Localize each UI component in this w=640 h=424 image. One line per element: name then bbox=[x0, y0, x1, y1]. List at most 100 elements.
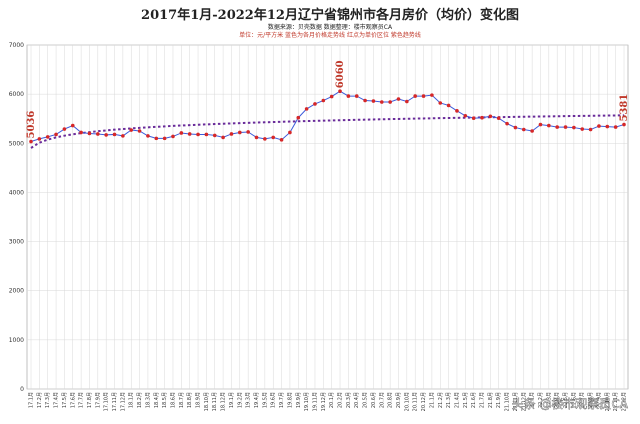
x-tick-label: 18.4月 bbox=[154, 392, 160, 408]
y-axis: 0 1000 2000 3000 4000 5000 6000 7000 bbox=[9, 42, 24, 393]
x-tick-label: 21.12月 bbox=[521, 392, 527, 411]
x-tick-label: 19.4月 bbox=[254, 392, 260, 408]
x-tick-label: 18.9月 bbox=[196, 392, 202, 408]
data-point bbox=[54, 132, 58, 137]
x-tick-label: 22.5月 bbox=[563, 392, 569, 408]
y-tick-label: 7000 bbox=[9, 42, 24, 49]
x-tick-label: 19.11月 bbox=[312, 392, 318, 411]
x-tick-label: 22.9月 bbox=[596, 392, 602, 408]
x-tick-label: 18.10月 bbox=[204, 392, 210, 411]
x-tick-label: 18.3月 bbox=[145, 392, 151, 408]
x-tick-label: 20.5月 bbox=[363, 392, 369, 408]
data-point bbox=[87, 131, 92, 136]
data-point bbox=[204, 132, 209, 137]
x-tick-label: 20.2月 bbox=[338, 392, 344, 408]
data-point bbox=[438, 101, 443, 105]
data-point bbox=[622, 122, 626, 127]
plot-area: 5036 6060 5381 bbox=[26, 60, 630, 149]
data-point bbox=[405, 99, 409, 104]
y-tick-label: 4000 bbox=[9, 189, 24, 196]
x-tick-label: 22.4月 bbox=[555, 392, 561, 408]
x-tick-label: 17.4月 bbox=[54, 392, 60, 408]
data-point bbox=[121, 134, 125, 138]
data-point bbox=[263, 137, 267, 141]
data-point bbox=[463, 113, 468, 118]
x-tick-label: 20.4月 bbox=[354, 392, 360, 408]
x-tick-label: 20.9月 bbox=[396, 392, 402, 408]
x-tick-label: 21.2月 bbox=[438, 392, 444, 408]
x-tick-label: 21.9月 bbox=[496, 392, 502, 408]
x-tick-label: 20.12月 bbox=[421, 392, 427, 411]
x-tick-label: 19.8月 bbox=[287, 392, 293, 408]
data-point bbox=[62, 127, 67, 131]
x-tick-label: 19.7月 bbox=[279, 392, 285, 408]
y-tick-label: 1000 bbox=[9, 337, 24, 344]
data-point bbox=[613, 125, 618, 129]
data-point bbox=[471, 116, 476, 121]
x-tick-label: 21.1月 bbox=[429, 392, 435, 408]
data-point bbox=[597, 124, 601, 128]
data-point bbox=[79, 130, 83, 135]
data-point bbox=[288, 130, 292, 135]
x-tick-label: 17.9月 bbox=[95, 392, 101, 408]
data-point bbox=[455, 109, 459, 113]
x-tick-label: 21.10月 bbox=[505, 392, 511, 411]
data-point bbox=[129, 128, 134, 132]
plot-frame bbox=[26, 44, 629, 390]
x-tick-label: 19.1月 bbox=[229, 392, 235, 408]
data-point bbox=[530, 129, 534, 133]
x-tick-label: 19.3月 bbox=[246, 392, 252, 408]
x-tick-label: 17.10月 bbox=[104, 392, 110, 411]
x-tick-label: 19.6月 bbox=[271, 392, 277, 408]
x-tick-label: 22.2月 bbox=[538, 392, 544, 408]
data-point bbox=[547, 123, 551, 128]
x-tick-label: 18.7月 bbox=[179, 392, 185, 408]
x-tick-label: 17.7月 bbox=[79, 392, 85, 408]
x-tick-label: 18.2月 bbox=[137, 392, 143, 408]
x-tick-label: 22.8月 bbox=[588, 392, 594, 408]
data-point bbox=[396, 97, 401, 101]
x-tick-label: 18.6月 bbox=[170, 392, 176, 408]
x-tick-label: 19.5月 bbox=[262, 392, 268, 408]
data-point bbox=[413, 94, 417, 98]
x-tick-label: 20.1月 bbox=[329, 392, 335, 408]
data-point bbox=[605, 124, 610, 129]
x-tick-label: 18.12月 bbox=[221, 392, 227, 411]
y-tick-label: 2000 bbox=[9, 288, 24, 295]
data-point bbox=[37, 137, 42, 141]
data-point bbox=[338, 89, 342, 93]
data-point bbox=[588, 127, 593, 132]
data-point bbox=[70, 123, 75, 128]
data-point bbox=[346, 94, 351, 98]
data-point bbox=[421, 94, 426, 98]
data-point bbox=[488, 114, 493, 119]
chart-title: 2017年1月-2022年12月辽宁省锦州市各月房价（均价）变化图 bbox=[141, 7, 519, 23]
x-tick-label: 22.7月 bbox=[580, 392, 586, 408]
x-tick-label: 17.12月 bbox=[120, 392, 126, 411]
x-tick-label: 22.1月 bbox=[530, 392, 536, 408]
data-point bbox=[112, 132, 117, 137]
x-tick-label: 17.2月 bbox=[37, 392, 43, 408]
data-point bbox=[29, 139, 33, 144]
grid-lines bbox=[26, 44, 629, 390]
data-point bbox=[296, 115, 301, 120]
data-point bbox=[505, 121, 509, 126]
x-tick-label: 18.11月 bbox=[212, 392, 218, 411]
watermark: 头条 @楼市观察员CA bbox=[512, 396, 629, 411]
x-tick-label: 20.7月 bbox=[379, 392, 385, 408]
data-point bbox=[430, 93, 434, 97]
y-tick-label: 5000 bbox=[9, 140, 24, 147]
x-tick-label: 21.4月 bbox=[454, 392, 460, 408]
data-point bbox=[221, 135, 225, 140]
x-tick-label: 21.3月 bbox=[446, 392, 452, 408]
data-point bbox=[321, 98, 326, 103]
x-tick-label: 18.1月 bbox=[129, 392, 135, 408]
data-point bbox=[137, 129, 142, 133]
x-tick-label: 20.10月 bbox=[404, 392, 410, 411]
x-tick-label: 17.1月 bbox=[29, 392, 35, 408]
data-point bbox=[572, 125, 576, 130]
x-tick-label: 20.11月 bbox=[413, 392, 419, 411]
x-tick-label: 20.8月 bbox=[388, 392, 394, 408]
data-point bbox=[354, 94, 359, 98]
